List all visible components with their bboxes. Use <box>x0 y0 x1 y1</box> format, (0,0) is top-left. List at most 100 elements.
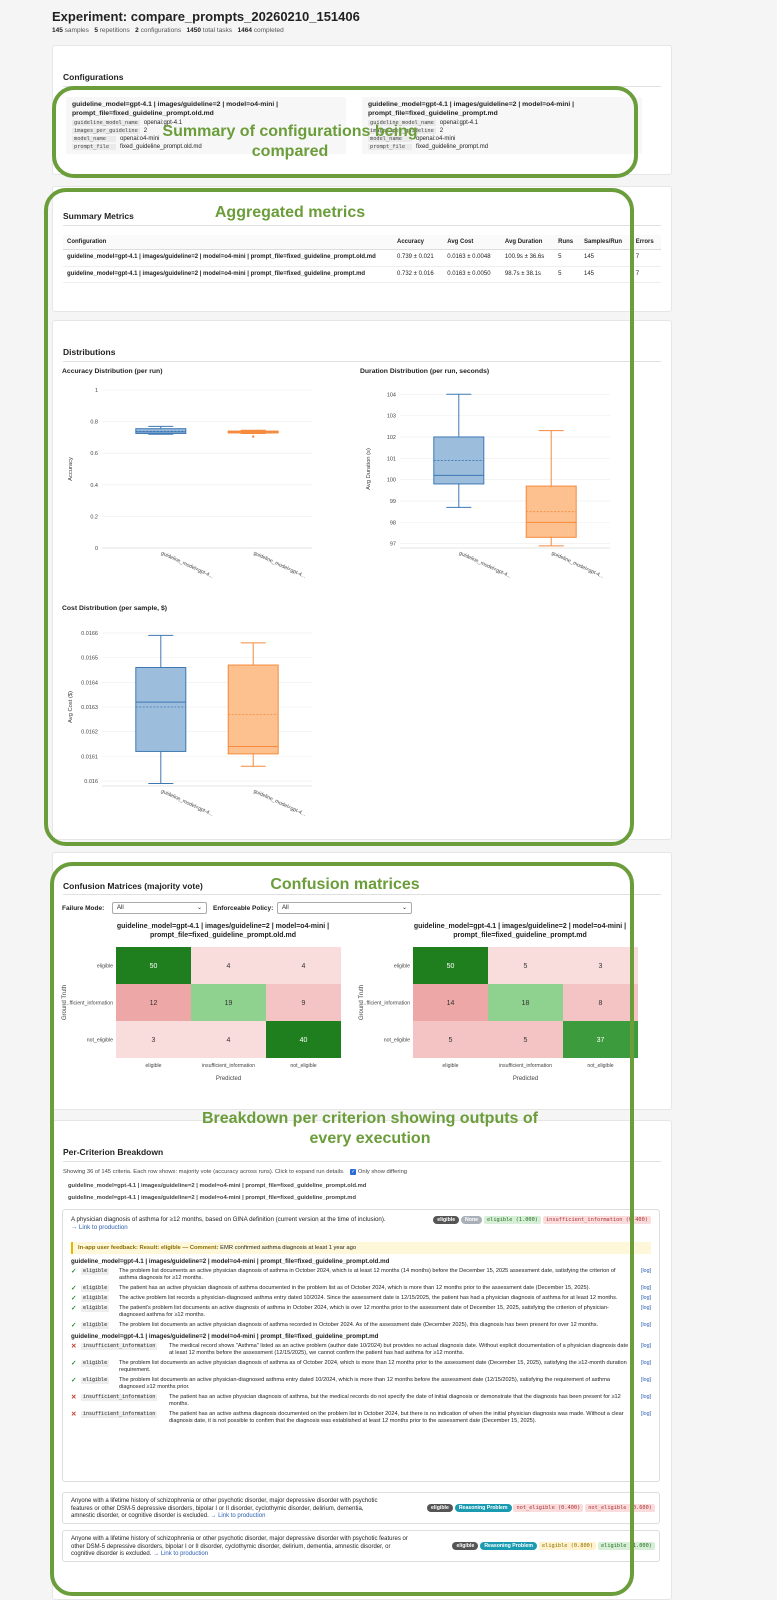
check-icon: ✓ <box>71 1377 77 1384</box>
user-feedback-banner: In-app user feedback: Result: eligible —… <box>71 1242 651 1254</box>
summary-heading: Summary Metrics <box>63 211 134 221</box>
y-axis-label: Avg Cost ($) <box>68 691 74 723</box>
run-label: eligible <box>81 1295 110 1302</box>
x-tick-label: guideline_model=gpt-4... <box>252 550 306 580</box>
annotation-text-metrics: Aggregated metrics <box>214 204 366 221</box>
criterion-text: Anyone with a lifetime history of schizo… <box>71 1498 378 1519</box>
criterion-text: Anyone with a lifetime history of schizo… <box>71 1536 408 1557</box>
ground-truth-badge: eligible <box>452 1542 479 1550</box>
accuracy-chart-title: Accuracy Distribution (per run) <box>62 368 163 375</box>
x-tick-label: insufficient_information <box>202 1063 255 1069</box>
y-tick-label: 0.0165 <box>81 656 98 662</box>
accuracy-box-chart: 0 0.2 0.4 0.6 0.8 1 Accuracy guideline_model=gp… <box>68 388 312 580</box>
matrix-cell-value: 14 <box>447 1000 455 1007</box>
table-row: guideline_model=gpt-4.1 | images/guideli… <box>63 249 661 267</box>
matrix-cell <box>116 984 191 1021</box>
confusion-matrix-title-2: guideline_model=gpt-4.1 | images/guideli… <box>413 923 627 939</box>
run-label: eligible <box>81 1268 110 1275</box>
matrix-cell-value: 3 <box>599 963 603 970</box>
run-reasoning: The problem list documents an active phy… <box>119 1360 627 1373</box>
run-list-config-1: ✓ eligible The problem list documents an a… <box>71 1268 651 1329</box>
run-result: ✓ eligible The problem list documents an a… <box>71 1322 651 1329</box>
check-icon: ✓ <box>71 1305 77 1312</box>
y-tick-label: 99 <box>390 499 396 505</box>
criterion-row-expanded[interactable]: A physician diagnosis of asthma for ≥12 … <box>62 1209 660 1482</box>
run-label: insufficient_information <box>81 1394 158 1401</box>
x-tick-label: guideline_model=gpt-4... <box>550 550 604 580</box>
matrix-cell <box>413 984 488 1021</box>
config-title: guideline_model=gpt-4.1 | images/guideli… <box>72 101 279 117</box>
matrix-cell <box>116 947 191 984</box>
configurations-heading: Configurations <box>63 72 124 82</box>
matrix-cell-value: 3 <box>152 1037 156 1044</box>
matrix-cell-value: 4 <box>227 1037 231 1044</box>
box-iqr <box>135 667 187 752</box>
run-result: ✓ eligible The patient's problem list docu… <box>71 1305 651 1319</box>
run-label: eligible <box>81 1305 110 1312</box>
y-axis-label: Ground Truth <box>359 985 365 1020</box>
link-to-production[interactable]: → Link to production <box>153 1551 209 1557</box>
annotation-text-breakdown: Breakdown per criterion showing outputs … <box>201 1110 538 1147</box>
enforceable-policy-select[interactable]: All ⌄ <box>277 902 412 914</box>
y-axis-label: Accuracy <box>68 457 74 481</box>
box-iqr <box>227 664 279 755</box>
y-tick-label: ...fficient_information <box>65 1001 113 1007</box>
run-log-link[interactable]: [log] <box>640 1322 651 1328</box>
y-tick-label: 0.0161 <box>81 754 98 760</box>
run-reasoning: The problem list documents an active phy… <box>119 1268 616 1281</box>
matrix-cell <box>191 947 266 984</box>
y-tick-label: 0.0162 <box>81 730 98 736</box>
y-tick-label: ...fficient_information <box>362 1001 410 1007</box>
y-tick-label: 102 <box>387 435 396 441</box>
run-log-link[interactable]: [log] <box>640 1360 651 1366</box>
matrix-cell <box>563 947 638 984</box>
y-tick-label: 0.0164 <box>81 680 98 686</box>
run-result: ✕ insufficient_information The patient has… <box>71 1394 651 1408</box>
cross-icon: ✕ <box>71 1411 77 1418</box>
matrix-cell-value: 4 <box>302 963 306 970</box>
run-log-link[interactable]: [log] <box>640 1285 651 1291</box>
checkbox-checked-icon[interactable]: ✓ <box>350 1169 357 1175</box>
legend-config-1: guideline_model=gpt-4.1 | images/guideli… <box>68 1183 367 1189</box>
matrix-cell <box>191 984 266 1021</box>
chevron-down-icon: ⌄ <box>401 905 407 911</box>
run-group-title-1: guideline_model=gpt-4.1 | images/guideli… <box>71 1258 390 1265</box>
run-log-link[interactable]: [log] <box>640 1295 651 1301</box>
failure-mode-select[interactable]: All ⌄ <box>112 902 207 914</box>
cost-box-chart: 0.016 0.0161 0.0162 0.0163 0.0164 0.0165 0.016… <box>68 631 312 818</box>
x-tick-label: eligible <box>442 1063 458 1069</box>
matrix-cell-value: 9 <box>302 1000 306 1007</box>
only-differing-toggle[interactable]: ✓ Only show differing <box>350 1169 408 1175</box>
criterion-row[interactable]: Anyone with a lifetime history of schizo… <box>62 1530 660 1562</box>
run-label: insufficient_information <box>81 1343 158 1350</box>
matrix-cell <box>266 1021 341 1058</box>
link-to-production[interactable]: → Link to production <box>210 1513 266 1519</box>
y-tick-label: 101 <box>387 456 396 462</box>
run-log-link[interactable]: [log] <box>640 1377 651 1383</box>
matrix-cell-value: 5 <box>449 1037 453 1044</box>
run-reasoning: The problem list documents an active phy… <box>119 1377 610 1390</box>
criterion-row[interactable]: Anyone with a lifetime history of schizo… <box>62 1492 660 1524</box>
run-log-link[interactable]: [log] <box>640 1411 651 1417</box>
x-tick-label: guideline_model=gpt-4... <box>160 788 214 818</box>
run-reasoning: The patient has an active asthma diagnos… <box>169 1411 624 1424</box>
criterion-text: A physician diagnosis of asthma for ≥12 … <box>71 1216 386 1231</box>
table-row: guideline_model=gpt-4.1 | images/guideli… <box>63 266 661 283</box>
y-tick-label: 0.2 <box>90 514 98 520</box>
run-log-link[interactable]: [log] <box>640 1268 651 1274</box>
run-log-link[interactable]: [log] <box>640 1343 651 1349</box>
link-to-production[interactable]: → Link to production <box>71 1224 128 1231</box>
reasoning-problem-badge: Reasoning Problem <box>454 1504 512 1512</box>
config-card-1: guideline_model=gpt-4.1 | images/guideli… <box>66 97 346 154</box>
y-tick-label: 0 <box>95 546 98 552</box>
confusion-matrix-1: 50 4 4 12 19 9 3 4 40 eligible ...fficient_informa… <box>62 947 341 1082</box>
run-result: ✓ eligible The problem list documents an a… <box>71 1377 651 1391</box>
run-log-link[interactable]: [log] <box>640 1394 651 1400</box>
matrix-cell <box>488 1021 563 1058</box>
matrix-cell <box>488 947 563 984</box>
run-log-link[interactable]: [log] <box>640 1305 651 1311</box>
run-reasoning: The patient's problem list documents an … <box>119 1305 609 1318</box>
y-tick-label: 0.4 <box>90 483 98 489</box>
run-result: ✓ eligible The problem list documents an a… <box>71 1360 651 1374</box>
y-tick-label: not_eligible <box>87 1038 113 1044</box>
